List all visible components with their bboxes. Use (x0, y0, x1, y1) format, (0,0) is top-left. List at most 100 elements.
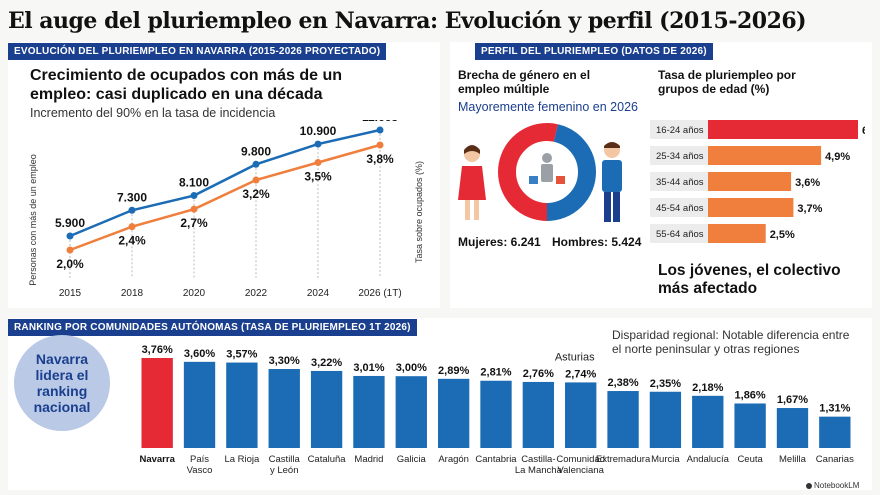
rank-value-navarra: 3,76% (142, 344, 173, 356)
age-value-35-44-anos: 3,6% (795, 177, 820, 189)
x-tick-2022: 2022 (245, 288, 268, 299)
rank-category-pais-vasco: País Vasco (187, 454, 213, 476)
label-persons-2015: 5.900 (55, 216, 85, 230)
point-rate-2015 (66, 246, 74, 254)
point-rate-2018 (128, 223, 136, 231)
rank-category-comunidad-valenciana: Comunidad Valenciana (556, 454, 605, 476)
rank-bar-castilla-la-mancha (522, 381, 555, 448)
age-bar-chart: 16-24 años 6,5% 25-34 años 4,9% 35-44 años 3,… (650, 120, 865, 243)
ranking-bar-chart: 3,76% Navarra 3,60% País Vasco 3,57% La Rioja 3… (139, 344, 854, 476)
rank-bar-galicia (395, 376, 427, 448)
rank-value-pais-vasco: 3,60% (184, 348, 215, 360)
label-rate-2026-1t: 3,8% (366, 152, 394, 166)
ranking-note: Disparidad regional: Notable diferencia … (612, 328, 850, 356)
rank-value-ceuta: 1,86% (735, 389, 766, 401)
x-tick-2015: 2015 (59, 288, 82, 299)
men-count-label: Hombres: 5.424 (552, 235, 642, 249)
rank-category-murcia: Murcia (651, 454, 680, 465)
label-persons-2018: 7.300 (117, 190, 147, 204)
age-bar-55-64-anos (708, 224, 766, 243)
rank-category-galicia: Galicia (397, 454, 427, 465)
rank-value-galicia: 3,00% (396, 362, 427, 374)
notebooklm-brand: NotebookLM (806, 481, 859, 490)
rank-value-castilla-y-leon: 3,30% (269, 355, 300, 367)
rank-category-la-rioja: La Rioja (224, 454, 260, 465)
point-rate-2026-1t (376, 141, 384, 149)
point-persons-2026-1t (376, 126, 384, 134)
point-persons-2020 (190, 192, 198, 200)
gender-subtitle: Mayoremente femenino en 2026 (458, 100, 638, 114)
label-persons-2020: 8.100 (179, 176, 209, 190)
rank-bar-la-rioja (226, 362, 258, 448)
label-rate-2022: 3,2% (242, 187, 270, 201)
donut-slice-hombres (498, 123, 596, 221)
label-rate-2024: 3,5% (304, 170, 332, 184)
rank-value-canarias: 1,31% (819, 403, 850, 415)
woman-icon (458, 145, 486, 220)
rank-bar-cataluna (310, 370, 343, 448)
rank-bar-extremadura (607, 391, 639, 448)
rank-value-murcia: 2,35% (650, 378, 681, 390)
profile-section-header: PERFIL DEL PLURIEMPLEO (DATOS DE 2026) (475, 43, 713, 60)
rank-bar-ceuta (734, 403, 766, 448)
rank-category-canarias: Canarias (816, 454, 854, 465)
age-category-55-64-anos: 55-64 años (656, 229, 704, 240)
asturias-annotation: Asturias (555, 351, 595, 363)
x-tick-2020: 2020 (183, 288, 206, 299)
rank-bar-castilla-y-leon (268, 369, 300, 448)
label-persons-2024: 10.900 (300, 124, 337, 138)
ranking-section-header: RANKING POR COMUNIDADES AUTÓNOMAS (TASA … (8, 319, 417, 336)
rank-value-extremadura: 2,38% (607, 377, 638, 389)
point-rate-2020 (190, 205, 198, 213)
rank-bar-andalucia (692, 395, 724, 448)
label-rate-2018: 2,4% (118, 234, 146, 248)
rank-bar-pais-vasco (183, 361, 216, 448)
label-rate-2020: 2,7% (180, 216, 208, 230)
rank-value-castilla-la-mancha: 2,76% (523, 368, 554, 380)
page-title: El auge del pluriempleo en Navarra: Evol… (8, 8, 807, 34)
age-category-45-54-anos: 45-54 años (656, 203, 704, 214)
evolution-chart-title: Crecimiento de ocupados con más de un em… (30, 67, 343, 103)
point-persons-2022 (252, 160, 260, 168)
age-value-45-54-anos: 3,7% (797, 203, 822, 215)
rank-value-cantabria: 2,81% (480, 367, 511, 379)
rank-value-andalucia: 2,18% (692, 382, 723, 394)
point-persons-2015 (66, 232, 74, 240)
gender-donut-chart (458, 123, 622, 222)
rank-category-cantabria: Cantabria (475, 454, 517, 465)
age-value-25-34-anos: 4,9% (825, 151, 850, 163)
rank-bar-madrid (353, 375, 385, 448)
label-persons-2022: 9.800 (241, 144, 271, 158)
rank-value-cataluna: 3,22% (311, 357, 342, 369)
rank-bar-navarra (141, 358, 173, 448)
age-bar-25-34-anos (708, 146, 822, 165)
rank-category-castilla-la-mancha: Castilla-La Mancha (515, 454, 563, 476)
age-category-25-34-anos: 25-34 años (656, 151, 704, 162)
point-rate-2024 (314, 159, 322, 166)
rank-bar-melilla (776, 408, 809, 448)
rank-category-extremadura: Extremadura (596, 454, 651, 465)
age-conclusion: Los jóvenes, el colectivo más afectado (658, 262, 841, 297)
man-icon (602, 142, 622, 222)
rank-bar-comunidad-valenciana (565, 382, 597, 448)
age-bar-45-54-anos (708, 198, 794, 217)
rank-bar-murcia (649, 391, 682, 448)
x-tick-2018: 2018 (121, 288, 144, 299)
rank-category-madrid: Madrid (354, 454, 383, 465)
point-persons-2024 (314, 140, 322, 148)
evolution-panel (8, 42, 440, 308)
series-line-rate (69, 143, 381, 252)
women-count-label: Mujeres: 6.241 (458, 235, 541, 249)
rank-category-melilla: Melilla (779, 454, 807, 465)
rank-category-castilla-y-leon: Castilla y León (269, 454, 301, 476)
age-chart-title: Tasa de pluriempleo por grupos de edad (… (658, 68, 796, 96)
age-bar-35-44-anos (708, 172, 792, 191)
rank-value-aragon: 2,89% (438, 365, 469, 377)
notebooklm-logo-icon (806, 482, 812, 489)
evolution-section-header: EVOLUCIÓN DEL PLURIEMPLEO EN NAVARRA (20… (8, 43, 387, 60)
x-tick-2024: 2024 (307, 288, 330, 299)
x-tick-2026-1t: 2026 (1T) (358, 288, 401, 299)
rank-category-ceuta: Ceuta (737, 454, 763, 465)
age-value-55-64-anos: 2,5% (770, 229, 795, 241)
label-persons-2026-1t: 11.665 (362, 120, 398, 124)
